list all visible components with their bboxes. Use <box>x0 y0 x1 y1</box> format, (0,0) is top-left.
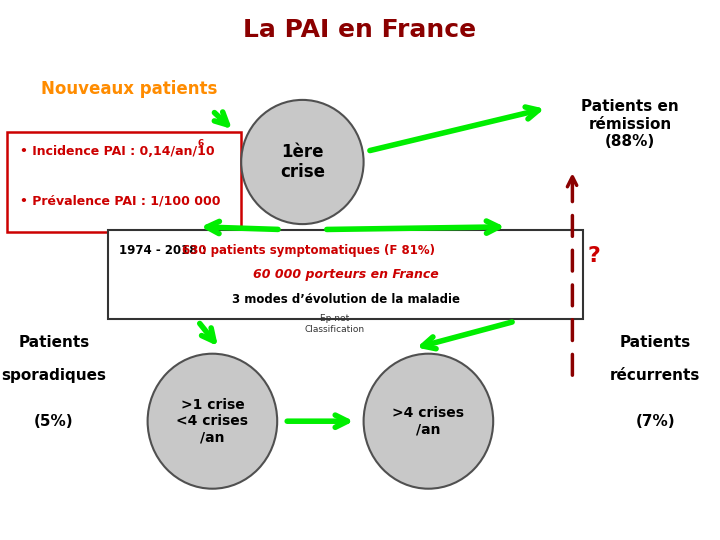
Text: La PAI en France: La PAI en France <box>243 18 477 42</box>
Text: Ep net
Classification: Ep net Classification <box>305 314 365 334</box>
Ellipse shape <box>364 354 493 489</box>
Text: Patients: Patients <box>620 335 690 350</box>
Text: Patients en
rémission
(88%): Patients en rémission (88%) <box>581 99 679 149</box>
FancyBboxPatch shape <box>7 132 241 232</box>
Text: (7%): (7%) <box>635 414 675 429</box>
Text: >1 crise
<4 crises
/an: >1 crise <4 crises /an <box>176 398 248 444</box>
Text: (5%): (5%) <box>34 414 74 429</box>
Text: 6: 6 <box>197 139 204 147</box>
Text: 1ère
crise: 1ère crise <box>280 143 325 181</box>
Text: sporadiques: sporadiques <box>1 368 107 383</box>
Text: 60 000 porteurs en France: 60 000 porteurs en France <box>253 267 438 281</box>
FancyBboxPatch shape <box>108 230 583 319</box>
Text: récurrents: récurrents <box>610 368 701 383</box>
Text: ?: ? <box>588 246 600 267</box>
Text: 1974 - 2018 :: 1974 - 2018 : <box>119 244 210 257</box>
Ellipse shape <box>148 354 277 489</box>
Text: • Incidence PAI : 0,14/an/10: • Incidence PAI : 0,14/an/10 <box>20 145 215 158</box>
Text: >4 crises
/an: >4 crises /an <box>392 406 464 436</box>
Text: • Prévalence PAI : 1/100 000: • Prévalence PAI : 1/100 000 <box>20 195 220 208</box>
Text: 3 modes d’évolution de la maladie: 3 modes d’évolution de la maladie <box>232 293 459 306</box>
Text: Nouveaux patients: Nouveaux patients <box>42 80 217 98</box>
Text: 630 patients symptomatiques (F 81%): 630 patients symptomatiques (F 81%) <box>182 244 435 257</box>
Text: Patients: Patients <box>19 335 89 350</box>
Ellipse shape <box>241 100 364 224</box>
